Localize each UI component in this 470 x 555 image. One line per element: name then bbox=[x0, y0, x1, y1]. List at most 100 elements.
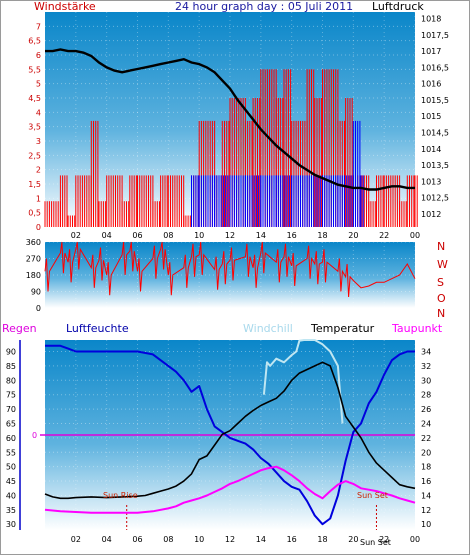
direction-axis-tick-label: 90 bbox=[31, 288, 41, 297]
temperatur-label: Temperatur bbox=[310, 322, 375, 335]
temperature-axis-tick-label: 24 bbox=[421, 419, 431, 428]
temperature-axis-tick-label: 20 bbox=[421, 448, 431, 457]
humidity-axis-tick-label: 40 bbox=[6, 491, 16, 500]
x-tick-label-bottom: 04 bbox=[102, 535, 112, 544]
x-tick-label-top: 08 bbox=[163, 231, 173, 240]
humidity-axis-tick-label: 85 bbox=[6, 362, 16, 371]
wind-axis-tick-label: 1 bbox=[36, 194, 41, 203]
series-temperatur bbox=[44, 361, 416, 500]
x-tick-label-top: 20 bbox=[348, 231, 358, 240]
x-tick-label-bottom: 16 bbox=[287, 535, 297, 544]
x-tick-label-bottom: 12 bbox=[225, 535, 235, 544]
wind-axis-tick-label: 1,5 bbox=[28, 180, 41, 189]
series-windrichtung bbox=[44, 241, 416, 298]
humidity-axis-tick-label: 75 bbox=[6, 391, 16, 400]
pressure-axis-tick-label: 1018 bbox=[421, 15, 441, 24]
x-tick-label-top: 18 bbox=[317, 231, 327, 240]
humidity-axis-tick-label: 45 bbox=[6, 477, 16, 486]
x-tick-label-top: 00 bbox=[410, 231, 420, 240]
x-tick-label-top: 04 bbox=[102, 231, 112, 240]
pressure-axis-tick-label: 1013,5 bbox=[421, 161, 449, 170]
x-tick-label-bottom: 20 bbox=[348, 535, 358, 544]
humidity-axis-tick-label: 35 bbox=[6, 506, 16, 515]
sun-set-label: Sun Set bbox=[357, 491, 388, 500]
wind-axis-tick-label: 3 bbox=[36, 137, 41, 146]
x-tick-label-bottom: 22 bbox=[379, 535, 389, 544]
x-tick-label-top: 16 bbox=[287, 231, 297, 240]
temperature-axis-tick-label: 22 bbox=[421, 434, 431, 443]
x-tick-label-bottom: 18 bbox=[317, 535, 327, 544]
luftdruck-label: Luftdruck bbox=[372, 0, 424, 13]
humidity-axis-tick-label: 90 bbox=[6, 348, 16, 357]
temperature-axis-tick-label: 30 bbox=[421, 376, 431, 385]
series-windchill bbox=[262, 339, 344, 424]
temperature-axis-tick-label: 12 bbox=[421, 506, 431, 515]
x-tick-label-bottom: 14 bbox=[256, 535, 266, 544]
compass-w: W bbox=[437, 258, 448, 271]
pressure-axis-tick-label: 1014 bbox=[421, 145, 441, 154]
humidity-axis-tick-label: 50 bbox=[6, 463, 16, 472]
temperature-axis-tick-label: 14 bbox=[421, 491, 431, 500]
wind-axis-tick-label: 5,5 bbox=[28, 65, 41, 74]
pressure-axis-tick-label: 1013 bbox=[421, 177, 441, 186]
humidity-axis-tick-label: 30 bbox=[6, 520, 16, 529]
pressure-axis-tick-label: 1017 bbox=[421, 47, 441, 56]
wind-axis-tick-label: 7 bbox=[36, 22, 41, 31]
temperature-axis-tick-label: 28 bbox=[421, 391, 431, 400]
x-tick-label-bottom: 08 bbox=[163, 535, 173, 544]
pressure-axis-tick-label: 1016 bbox=[421, 80, 441, 89]
pressure-axis-tick-label: 1017,5 bbox=[421, 31, 449, 40]
compass-n-top: N bbox=[437, 240, 445, 253]
wind-axis-tick-label: 3,5 bbox=[28, 123, 41, 132]
x-tick-label-bottom: 06 bbox=[132, 535, 142, 544]
wind-axis-tick-label: 5 bbox=[36, 80, 41, 89]
regen-zero-label: 0 bbox=[32, 431, 37, 440]
pressure-axis-tick-label: 1015 bbox=[421, 112, 441, 121]
pressure-axis-tick-label: 1016,5 bbox=[421, 63, 449, 72]
x-tick-label-bottom: 10 bbox=[194, 535, 204, 544]
wind-axis-tick-label: 2 bbox=[36, 166, 41, 175]
direction-axis-tick-label: 360 bbox=[26, 238, 41, 247]
compass-o: O bbox=[437, 292, 446, 305]
tick-label-layer: 00,511,522,533,544,555,566,5710121012,51… bbox=[6, 15, 449, 544]
temperature-axis-tick-label: 18 bbox=[421, 463, 431, 472]
series-layer bbox=[44, 48, 418, 526]
wind-axis-tick-label: 0 bbox=[36, 223, 41, 232]
temperature-axis-tick-label: 26 bbox=[421, 405, 431, 414]
x-tick-label-top: 06 bbox=[132, 231, 142, 240]
humidity-axis-tick-label: 80 bbox=[6, 376, 16, 385]
x-tick-label-top: 10 bbox=[194, 231, 204, 240]
page-title: 24 hour graph day : 05 Juli 2011 bbox=[175, 0, 353, 13]
sun-set-axis-label: Sun Set bbox=[360, 538, 391, 547]
x-tick-label-top: 22 bbox=[379, 231, 389, 240]
temperature-axis-tick-label: 10 bbox=[421, 520, 431, 529]
wind-axis-tick-label: 4 bbox=[36, 108, 41, 117]
x-tick-label-bottom: 00 bbox=[410, 535, 420, 544]
humidity-axis-tick-label: 70 bbox=[6, 405, 16, 414]
compass-s: S bbox=[437, 276, 444, 289]
temperature-axis-tick-label: 32 bbox=[421, 362, 431, 371]
windchill-label: Windchill bbox=[243, 322, 293, 335]
taupunkt-label: Taupunkt bbox=[391, 322, 443, 335]
direction-axis-tick-label: 0 bbox=[36, 304, 41, 313]
wind-axis-tick-label: 6,5 bbox=[28, 37, 41, 46]
direction-axis-tick-label: 270 bbox=[26, 255, 41, 264]
temperature-axis-tick-label: 34 bbox=[421, 348, 431, 357]
luftfeuchte-label: Luftfeuchte bbox=[66, 322, 129, 335]
pressure-axis-tick-label: 1012,5 bbox=[421, 194, 449, 203]
humidity-axis-tick-label: 65 bbox=[6, 419, 16, 428]
series-luftdruck bbox=[45, 48, 415, 191]
regen-label: Regen bbox=[2, 322, 37, 335]
wind-axis-tick-label: 2,5 bbox=[28, 151, 41, 160]
x-tick-label-bottom: 02 bbox=[71, 535, 81, 544]
compass-n-bottom: N bbox=[437, 307, 445, 320]
windstaerke-label: Windstärke bbox=[34, 0, 96, 13]
direction-axis-tick-label: 180 bbox=[26, 271, 41, 280]
series-taupunkt bbox=[44, 465, 416, 514]
wind-axis-tick-label: 4,5 bbox=[28, 94, 41, 103]
x-tick-label-top: 14 bbox=[256, 231, 266, 240]
series-luftfeuchte bbox=[45, 344, 415, 526]
x-tick-label-top: 02 bbox=[71, 231, 81, 240]
wind-axis-tick-label: 0,5 bbox=[28, 209, 41, 218]
